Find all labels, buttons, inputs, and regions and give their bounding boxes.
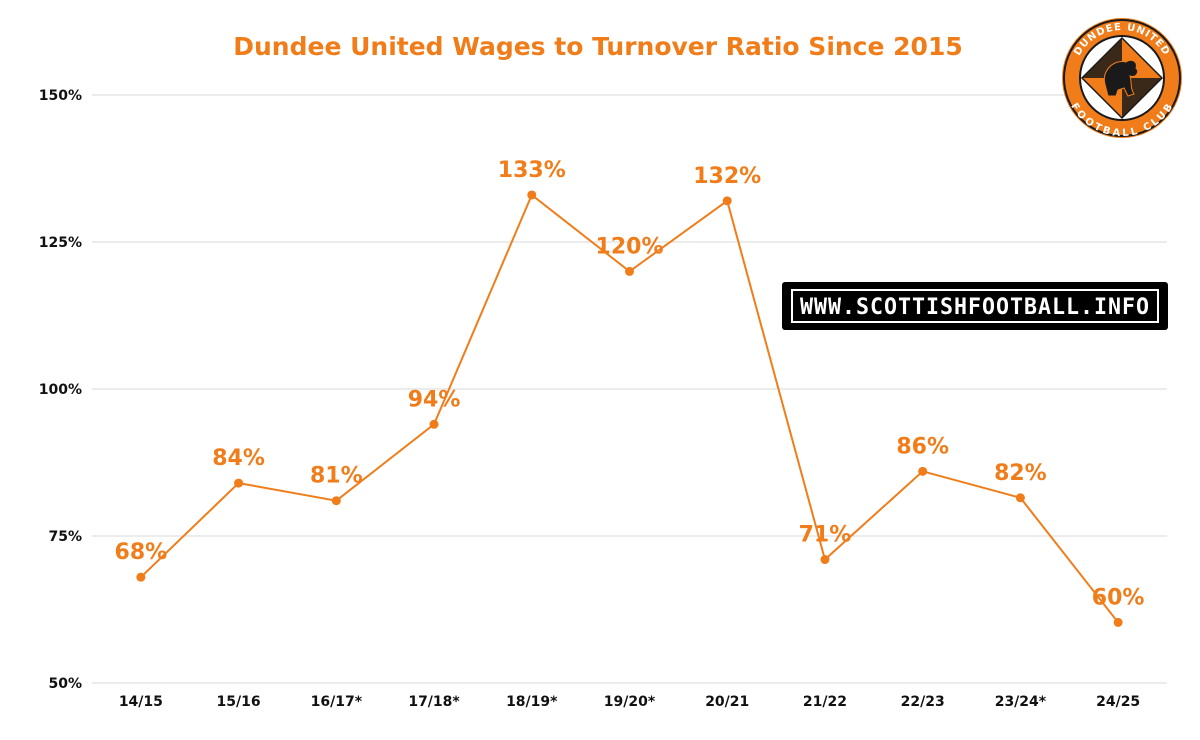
data-label: 94% bbox=[408, 387, 461, 412]
data-point bbox=[527, 190, 537, 200]
data-label: 71% bbox=[799, 523, 852, 548]
y-tick-label: 100% bbox=[39, 382, 82, 398]
x-tick-label: 16/17* bbox=[311, 694, 363, 710]
x-tick-label: 17/18* bbox=[408, 694, 460, 710]
data-point bbox=[1015, 493, 1025, 503]
x-tick-label: 14/15 bbox=[119, 694, 163, 710]
data-label: 132% bbox=[693, 164, 761, 189]
data-point bbox=[331, 496, 341, 506]
data-point bbox=[1113, 617, 1123, 627]
club-badge: DUNDEE UNITED FOOTBALL CLUB bbox=[1062, 18, 1182, 139]
data-point bbox=[625, 266, 634, 276]
data-label: 86% bbox=[896, 434, 949, 459]
y-tick-label: 75% bbox=[48, 529, 82, 545]
grid-lines bbox=[92, 94, 1167, 684]
watermark-frame bbox=[791, 289, 1159, 323]
x-tick-label: 22/23 bbox=[901, 694, 945, 710]
data-labels: 68% 84% 81% 94% 133% 120% 132% 71% 86% 82% 60% bbox=[115, 158, 1145, 610]
watermark-bg bbox=[782, 282, 1168, 330]
data-point bbox=[429, 419, 439, 429]
x-tick-label: 15/16 bbox=[217, 694, 261, 710]
x-axis-ticks: 14/15 15/16 16/17* 17/18* 18/19* 19/20* 20/21 2… bbox=[119, 694, 1140, 710]
x-tick-label: 24/25 bbox=[1096, 694, 1140, 710]
data-label: 60% bbox=[1092, 585, 1145, 610]
x-tick-label: 21/22 bbox=[803, 694, 847, 710]
chart-title: Dundee United Wages to Turnover Ratio Si… bbox=[233, 32, 963, 61]
watermark-banner: WWW.SCOTTISHFOOTBALL.INFO bbox=[782, 282, 1168, 330]
y-axis-ticks: 50% 75% 100% 125% 150% bbox=[39, 88, 82, 692]
x-tick-label: 23/24* bbox=[995, 694, 1047, 710]
x-tick-label: 19/20* bbox=[604, 694, 656, 710]
x-tick-label: 18/19* bbox=[506, 694, 558, 710]
data-point bbox=[136, 572, 146, 582]
series-wages-ratio bbox=[136, 190, 1123, 627]
data-label: 133% bbox=[498, 158, 566, 183]
data-point bbox=[722, 196, 732, 206]
y-tick-label: 125% bbox=[39, 235, 82, 251]
watermark-text: WWW.SCOTTISHFOOTBALL.INFO bbox=[800, 295, 1150, 320]
x-tick-label: 20/21 bbox=[705, 694, 749, 710]
y-tick-label: 150% bbox=[39, 88, 82, 104]
data-label: 81% bbox=[310, 464, 363, 489]
data-label: 84% bbox=[212, 446, 265, 471]
y-tick-label: 50% bbox=[48, 676, 82, 692]
data-label: 82% bbox=[994, 461, 1047, 486]
data-point bbox=[234, 478, 244, 488]
data-point bbox=[918, 466, 928, 476]
data-point bbox=[820, 555, 830, 565]
lion-crest-icon bbox=[1103, 59, 1139, 97]
data-label: 120% bbox=[596, 234, 664, 259]
data-label: 68% bbox=[115, 540, 168, 565]
